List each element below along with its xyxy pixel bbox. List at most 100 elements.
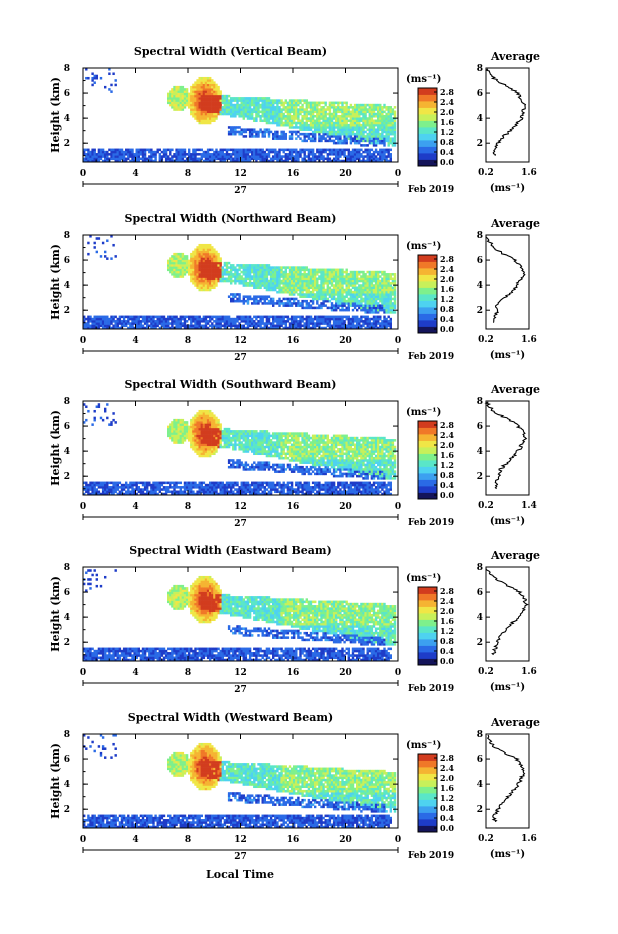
- heatmap-cell: [308, 275, 310, 278]
- heatmap-cell: [358, 304, 360, 307]
- heatmap-cell: [211, 95, 213, 98]
- colorbar-segment: [418, 108, 437, 115]
- heatmap-cell: [289, 106, 291, 109]
- heatmap-cell: [163, 325, 165, 328]
- heatmap-cell: [310, 104, 312, 107]
- heatmap-cell: [238, 113, 240, 116]
- heatmap-cell: [325, 304, 327, 307]
- heatmap-cell: [346, 133, 348, 136]
- heatmap-cell: [196, 282, 198, 285]
- heatmap-cell: [301, 284, 303, 287]
- heatmap-cell: [291, 269, 293, 272]
- heatmap-cell: [291, 275, 293, 278]
- heatmap-cell: [327, 291, 329, 294]
- heatmap-cell: [106, 151, 108, 154]
- heatmap-cell: [285, 111, 287, 114]
- heatmap-cell: [188, 149, 190, 152]
- heatmap-cell: [234, 322, 236, 325]
- heatmap-cell: [352, 158, 354, 161]
- heatmap-cell: [383, 135, 385, 138]
- heatmap-cell: [203, 280, 205, 283]
- heatmap-cell: [312, 302, 314, 305]
- heatmap-cell: [329, 286, 331, 289]
- heatmap-cell: [346, 119, 348, 122]
- heatmap-cell: [335, 108, 337, 111]
- heatmap-cell: [337, 300, 339, 303]
- heatmap-cell: [329, 124, 331, 127]
- heatmap-cell: [341, 316, 343, 319]
- heatmap-cell: [167, 320, 169, 323]
- heatmap-cell: [383, 128, 385, 131]
- heatmap-cell: [199, 286, 201, 289]
- heatmap-cell: [270, 104, 272, 107]
- heatmap-cell: [352, 298, 354, 301]
- heatmap-cell: [287, 119, 289, 122]
- heatmap-cell: [310, 307, 312, 310]
- heatmap-cell: [360, 153, 362, 156]
- heatmap-cell: [373, 124, 375, 127]
- heatmap-cell: [362, 275, 364, 278]
- heatmap-cell: [314, 133, 316, 136]
- heatmap-cell: [259, 286, 261, 289]
- heatmap-cell: [285, 280, 287, 283]
- heatmap-cell: [234, 280, 236, 283]
- heatmap-cell: [255, 99, 257, 102]
- heatmap-cell: [194, 269, 196, 272]
- heatmap-cell: [232, 153, 234, 156]
- heatmap-cell: [304, 124, 306, 127]
- heatmap-cell: [262, 119, 264, 122]
- heatmap-cell: [142, 158, 144, 161]
- heatmap-cell: [243, 113, 245, 116]
- heatmap-cell: [264, 158, 266, 161]
- heatmap-cell: [367, 302, 369, 305]
- heatmap-cell: [350, 104, 352, 107]
- heatmap-cell: [385, 325, 387, 328]
- heatmap-cell: [165, 322, 167, 325]
- heatmap-cell: [356, 124, 358, 127]
- heatmap-cell: [362, 113, 364, 116]
- heatmap-cell: [236, 275, 238, 278]
- heatmap-cell: [115, 149, 117, 152]
- heatmap-cell: [115, 325, 117, 328]
- heatmap-cell: [369, 325, 371, 328]
- heatmap-cell: [364, 311, 366, 314]
- heatmap-cell: [291, 106, 293, 109]
- heatmap-cell: [232, 111, 234, 114]
- heatmap-cell: [169, 97, 171, 100]
- heatmap-cell: [291, 108, 293, 111]
- heatmap-cell: [278, 149, 280, 152]
- heatmap-cell: [331, 135, 333, 138]
- heatmap-cell: [325, 158, 327, 161]
- heatmap-cell: [94, 151, 96, 154]
- heatmap-cell: [385, 304, 387, 307]
- heatmap-cell: [346, 293, 348, 296]
- heatmap-cell: [257, 271, 259, 274]
- heatmap-cell: [104, 155, 106, 158]
- heatmap-cell: [291, 280, 293, 283]
- heatmap-cell: [291, 111, 293, 114]
- heatmap-cell: [259, 298, 261, 301]
- heatmap-cell: [163, 153, 165, 156]
- heatmap-cell: [306, 304, 308, 307]
- heatmap-cell: [301, 320, 303, 323]
- heatmap-cell: [381, 325, 383, 328]
- heatmap-cell: [295, 275, 297, 278]
- heatmap-cell: [264, 99, 266, 102]
- heatmap-cell: [283, 320, 285, 323]
- heatmap-cell: [306, 291, 308, 294]
- heatmap-cell: [232, 113, 234, 116]
- heatmap-cell: [190, 253, 192, 256]
- heatmap-cell: [274, 153, 276, 156]
- heatmap-cell: [205, 113, 207, 116]
- heatmap-cell: [188, 153, 190, 156]
- heatmap-cell: [335, 275, 337, 278]
- heatmap-cell: [270, 282, 272, 285]
- heatmap-cell: [310, 282, 312, 285]
- colorbar-segment: [418, 262, 437, 269]
- heatmap-cell: [194, 257, 196, 260]
- heatmap-cell: [299, 302, 301, 305]
- colorbar-tick-label: 2.0: [440, 107, 454, 117]
- x-tick-label: 16: [287, 169, 300, 179]
- heatmap-cell: [215, 322, 217, 325]
- heatmap-cell: [222, 151, 224, 154]
